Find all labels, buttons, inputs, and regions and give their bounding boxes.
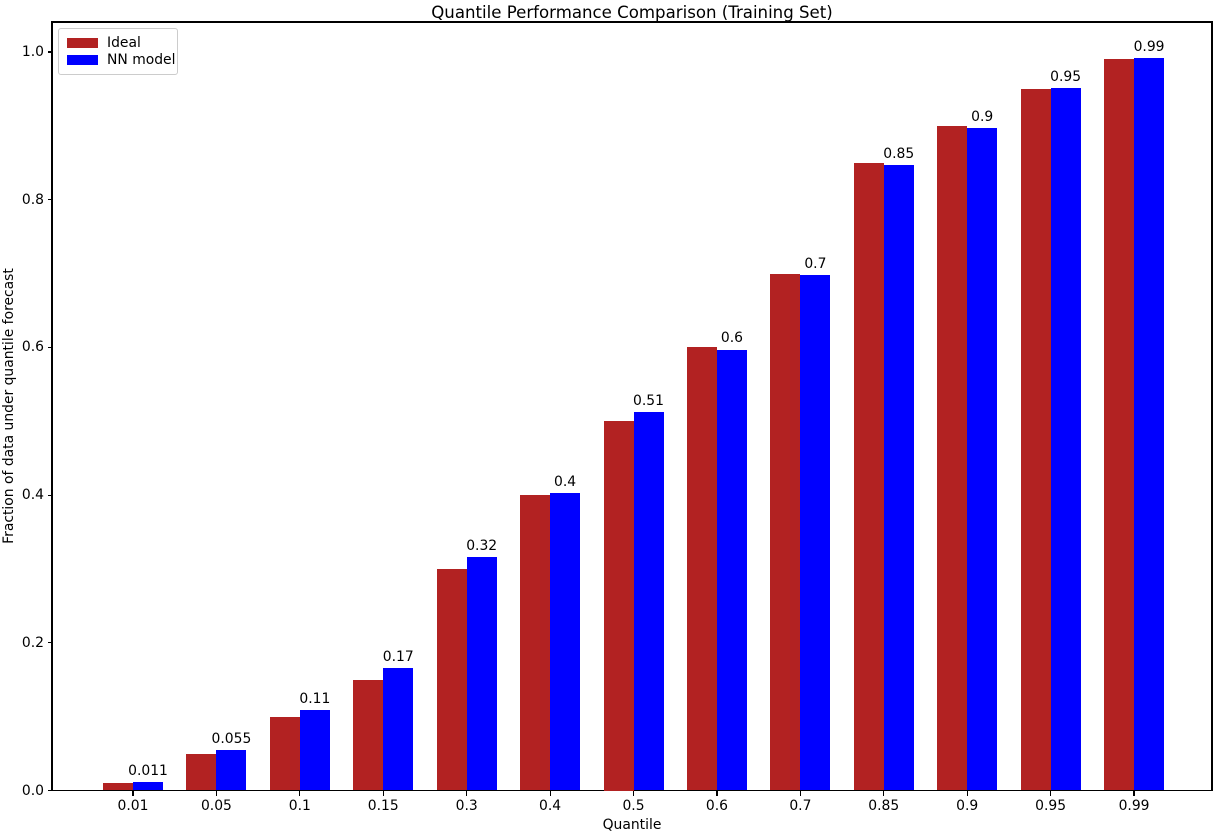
bar-value-label: 0.011: [128, 763, 168, 780]
x-tick-mark: [549, 791, 551, 796]
y-tick-label: 1.0: [21, 44, 44, 60]
x-tick-mark: [1133, 791, 1135, 796]
bar-value-label: 0.32: [466, 537, 498, 554]
bar-nn-model: [133, 782, 163, 791]
bar-value-label: 0.51: [633, 393, 664, 410]
y-tick-mark: [47, 199, 52, 201]
x-tick-mark: [382, 791, 384, 796]
y-tick-mark: [47, 51, 52, 53]
x-tick-label: 0.05: [200, 798, 232, 814]
y-axis-label: Fraction of data under quantile forecast: [1, 268, 17, 544]
right-spine: [1211, 22, 1213, 791]
bar-nn-model: [550, 492, 581, 791]
bar-nn-model: [1050, 88, 1081, 791]
bar-value-label: 0.17: [382, 648, 414, 665]
bar-ideal: [103, 783, 133, 791]
bar-nn-model: [383, 667, 414, 791]
legend: Ideal NN model: [58, 28, 178, 75]
bar-nn-model: [1134, 57, 1165, 791]
y-tick-mark: [47, 346, 52, 348]
x-tick-label: 0.85: [868, 798, 900, 814]
bar-ideal: [186, 753, 217, 791]
y-tick-mark: [47, 789, 52, 792]
legend-patch-nn-model: [67, 54, 98, 66]
bar-value-label: 0.9: [971, 108, 994, 125]
y-tick-label: 0.0: [21, 782, 44, 799]
bar-value-label: 0.055: [211, 730, 252, 747]
x-tick-label: 0.9: [956, 798, 979, 814]
bar-ideal: [1104, 59, 1135, 791]
x-tick-label: 0.7: [789, 798, 812, 814]
x-axis-label: Quantile: [602, 816, 662, 833]
bar-ideal: [603, 421, 634, 791]
bar-ideal: [770, 273, 801, 791]
x-tick-mark: [1050, 791, 1052, 796]
chart-title: Quantile Performance Comparison (Trainin…: [431, 3, 833, 22]
x-tick-label: 0.99: [1118, 798, 1150, 814]
bar-ideal: [436, 568, 467, 791]
x-tick-label: 0.6: [705, 798, 728, 814]
bar-ideal: [353, 679, 384, 791]
bar-ideal: [520, 495, 551, 791]
y-tick-mark: [47, 642, 52, 644]
x-tick-label: 0.95: [1035, 798, 1067, 814]
bar-nn-model: [967, 128, 998, 791]
bar-nn-model: [883, 164, 914, 791]
bar-value-label: 0.7: [804, 255, 827, 272]
legend-label-ideal: Ideal: [107, 35, 141, 51]
bar-nn-model: [216, 749, 247, 791]
bar-ideal: [1020, 88, 1051, 791]
bar-value-label: 0.85: [883, 145, 915, 162]
bar-nn-model: [299, 710, 330, 791]
x-tick-mark: [799, 791, 801, 796]
x-tick-mark: [466, 791, 468, 796]
x-tick-label: 0.5: [622, 798, 645, 814]
legend-patch-ideal: [67, 37, 98, 49]
x-tick-label: 0.1: [288, 798, 311, 814]
legend-item-nn-model: NN model: [67, 52, 175, 68]
x-tick-mark: [632, 791, 635, 796]
y-tick-mark: [47, 494, 52, 496]
bar-value-label: 0.4: [554, 473, 577, 490]
y-tick-label: 0.2: [21, 634, 44, 651]
bar-nn-model: [466, 557, 497, 791]
bar-nn-model: [716, 349, 747, 791]
x-tick-label: 0.3: [455, 798, 478, 814]
x-tick-label: 0.01: [117, 798, 149, 814]
x-tick-mark: [215, 791, 217, 796]
left-spine: [51, 22, 53, 791]
bar-nn-model: [633, 412, 664, 791]
y-tick-label: 0.4: [21, 487, 44, 504]
bar-value-label: 0.99: [1133, 38, 1165, 55]
x-tick-label: 0.4: [539, 798, 562, 814]
y-tick-label: 0.6: [21, 339, 44, 356]
legend-label-nn-model: NN model: [107, 52, 176, 68]
bar-nn-model: [800, 275, 831, 791]
x-tick-label: 0.15: [367, 798, 399, 814]
y-tick-label: 0.8: [21, 191, 44, 208]
x-tick-mark: [966, 791, 968, 796]
x-tick-mark: [132, 791, 134, 796]
bar-value-label: 0.6: [720, 330, 743, 347]
bar-value-label: 0.95: [1050, 68, 1082, 85]
bar-ideal: [937, 125, 968, 791]
legend-item-ideal: Ideal: [67, 35, 170, 51]
x-tick-mark: [716, 791, 718, 796]
bar-ideal: [269, 716, 300, 791]
x-tick-mark: [883, 791, 885, 796]
bar-ideal: [853, 162, 884, 791]
x-tick-mark: [299, 791, 301, 796]
top-spine: [51, 21, 1213, 23]
bar-ideal: [686, 347, 717, 791]
bar-value-label: 0.11: [299, 690, 331, 707]
